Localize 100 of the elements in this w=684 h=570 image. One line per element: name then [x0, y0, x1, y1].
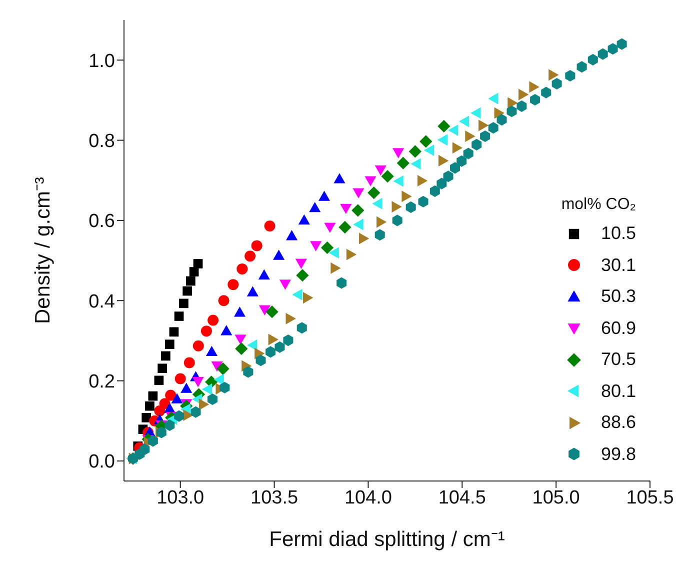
point [148, 391, 158, 401]
y-tick-label: 0.8 [88, 131, 115, 152]
point [145, 401, 154, 411]
point [480, 130, 490, 142]
point [456, 155, 467, 167]
point [506, 106, 517, 118]
point [192, 340, 204, 352]
y-tick-label: 0.0 [88, 452, 115, 473]
point [243, 366, 254, 378]
point [190, 406, 201, 418]
point [246, 286, 258, 296]
x-tick-label: 105.0 [532, 487, 580, 508]
point [206, 346, 218, 356]
point [251, 240, 262, 252]
point [450, 162, 460, 174]
point [352, 204, 364, 217]
point [488, 122, 498, 134]
point [220, 325, 232, 336]
point [208, 314, 219, 326]
point [256, 354, 266, 366]
point [359, 232, 370, 244]
point [465, 130, 476, 142]
point [372, 198, 382, 210]
point [352, 188, 364, 198]
point [174, 373, 186, 384]
point [273, 250, 285, 260]
point [393, 175, 404, 187]
point [436, 178, 447, 190]
point [530, 94, 540, 106]
point [437, 134, 448, 146]
point [406, 201, 416, 213]
point [443, 170, 454, 182]
legend-label: 10.5 [600, 223, 636, 244]
point [286, 230, 298, 240]
point [417, 174, 428, 187]
x-tick-label: 104.5 [438, 487, 486, 508]
point [418, 196, 428, 208]
point [616, 38, 627, 50]
point [338, 220, 352, 234]
point [392, 214, 402, 226]
legend-label: 30.1 [600, 254, 636, 276]
point [598, 48, 608, 60]
point [234, 306, 246, 317]
point [478, 120, 489, 132]
point [266, 346, 276, 358]
point [200, 326, 212, 337]
point [588, 54, 598, 66]
point [264, 220, 276, 232]
point [279, 280, 291, 290]
point [202, 383, 212, 395]
point [286, 312, 296, 324]
x-tick-label: 104.0 [344, 487, 392, 508]
point [283, 334, 294, 346]
point [330, 262, 341, 274]
point [214, 374, 224, 386]
point [298, 214, 310, 225]
point [186, 276, 196, 286]
point [458, 116, 470, 128]
x-tick-label: 105.5 [626, 487, 674, 508]
point [207, 393, 218, 405]
point [420, 135, 432, 148]
point [148, 435, 158, 447]
point [296, 269, 309, 282]
point [396, 156, 410, 170]
point [228, 279, 239, 290]
x-tick-label: 103.0 [156, 487, 204, 508]
point [320, 241, 334, 254]
point [346, 248, 357, 260]
y-tick-label: 0.2 [88, 372, 115, 393]
point [310, 241, 322, 252]
point [470, 107, 481, 119]
point [368, 186, 380, 200]
point [328, 247, 339, 259]
x-tick-label: 103.5 [250, 487, 298, 508]
point [548, 69, 559, 81]
y-tick-label: 0.4 [88, 291, 116, 312]
legend-label: 80.1 [600, 380, 636, 402]
point [193, 259, 203, 268]
point [392, 148, 404, 158]
point [529, 81, 540, 93]
legend-title: mol% CO₂ [560, 196, 636, 214]
point [463, 148, 474, 160]
legend-label: 60.9 [600, 318, 636, 339]
legend-label: 88.6 [600, 412, 636, 434]
point [334, 173, 346, 184]
point [448, 124, 458, 136]
y-axis-title: Density / g.cm⁻³ [31, 176, 54, 324]
point [179, 298, 188, 308]
point [324, 222, 336, 233]
point [180, 382, 192, 393]
point [430, 185, 440, 197]
point [234, 334, 246, 345]
point [171, 393, 183, 404]
point [198, 398, 210, 410]
x-axis-title: Fermi diad splitting / cm⁻¹ [269, 528, 505, 551]
point [552, 78, 562, 90]
point [472, 138, 482, 150]
point [508, 97, 518, 109]
point [174, 410, 184, 422]
legend-label: 99.8 [600, 444, 636, 465]
